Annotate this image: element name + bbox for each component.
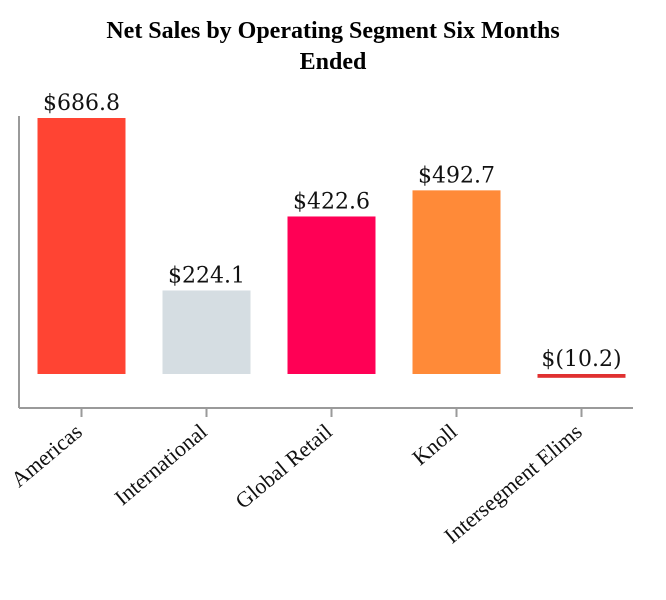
x-tick-label-international: International [110,419,212,510]
data-label-intersegment-elims: $(10.2) [541,347,621,372]
chart-title: Net Sales by Operating Segment Six Month… [33,16,633,78]
bar-international [162,290,251,374]
data-label-knoll: $492.7 [418,163,495,188]
x-tick-label-knoll: Knoll [407,419,461,470]
data-label-international: $224.1 [168,263,245,288]
bar-intersegment-elims [537,374,626,378]
x-tick-label-americas: Americas [6,419,87,492]
data-label-global-retail: $422.6 [293,189,370,214]
data-label-americas: $686.8 [43,91,120,116]
bar-americas [37,118,126,374]
x-tick-label-global-retail: Global Retail [230,419,336,514]
chart-title-line-2: Ended [299,49,367,75]
bar-knoll [412,190,501,374]
bar-global-retail [287,216,376,374]
chart-title-line-1: Net Sales by Operating Segment Six Month… [106,18,560,44]
